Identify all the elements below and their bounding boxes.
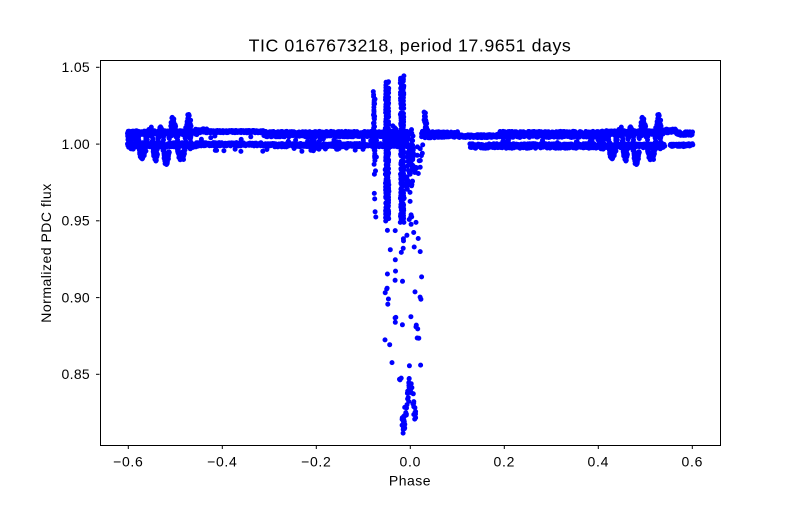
svg-text:1.05: 1.05	[62, 59, 90, 75]
svg-text:Phase: Phase	[389, 473, 431, 489]
svg-text:1.00: 1.00	[62, 136, 90, 152]
svg-text:0.2: 0.2	[494, 453, 516, 469]
svg-text:0.4: 0.4	[588, 453, 610, 469]
svg-text:0.90: 0.90	[62, 289, 90, 305]
svg-text:TIC 0167673218, period 17.9651: TIC 0167673218, period 17.9651 days	[249, 35, 572, 55]
svg-text:−0.6: −0.6	[113, 453, 143, 469]
svg-text:0.0: 0.0	[400, 453, 422, 469]
svg-text:0.85: 0.85	[62, 366, 90, 382]
svg-text:Normalized PDC flux: Normalized PDC flux	[38, 183, 54, 322]
svg-text:0.6: 0.6	[682, 453, 704, 469]
svg-text:0.95: 0.95	[62, 213, 90, 229]
svg-text:−0.4: −0.4	[207, 453, 237, 469]
svg-text:−0.2: −0.2	[301, 453, 331, 469]
